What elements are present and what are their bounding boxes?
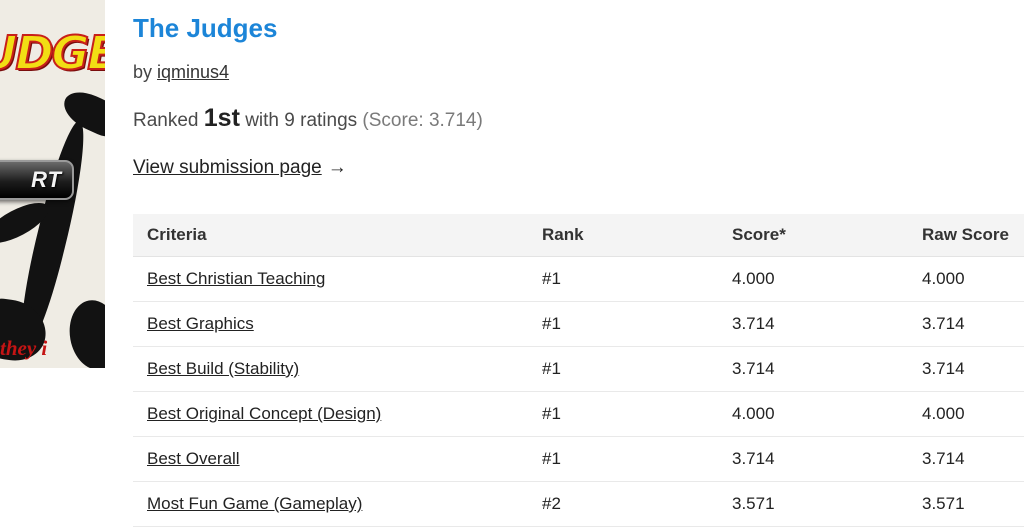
table-header-row: Criteria Rank Score* Raw Score	[133, 214, 1024, 257]
raw-score-cell: 4.000	[908, 391, 1024, 437]
table-row: Best Graphics #1 3.714 3.714	[133, 301, 1024, 347]
rank-value: 1st	[203, 104, 240, 132]
thumbnail-title-art: UDGE	[0, 25, 105, 81]
raw-score-cell: 3.714	[908, 301, 1024, 347]
arrow-right-icon: →	[327, 157, 347, 178]
ranked-line: Ranked 1st with 9 ratings (Score: 3.714)	[133, 104, 483, 133]
thumbnail-start-button-art: RT	[0, 160, 74, 200]
byline: by iqminus4	[133, 62, 229, 83]
results-table: Criteria Rank Score* Raw Score Best Chri…	[133, 214, 1024, 527]
rank-cell: #1	[528, 391, 718, 437]
ranked-prefix: Ranked	[133, 110, 204, 131]
raw-score-cell: 3.571	[908, 481, 1024, 527]
score-cell: 3.714	[718, 436, 908, 482]
header-rank: Rank	[528, 214, 718, 257]
score-cell: 3.714	[718, 301, 908, 347]
thumbnail-caption-art: they i	[0, 336, 48, 360]
score-note: (Score: 3.714)	[362, 110, 483, 131]
thumbnail-start-label: RT	[31, 167, 62, 192]
header-criteria: Criteria	[133, 214, 528, 257]
criteria-link[interactable]: Best Graphics	[147, 314, 254, 333]
criteria-link[interactable]: Most Fun Game (Gameplay)	[147, 494, 363, 513]
raw-score-cell: 3.714	[908, 346, 1024, 392]
rank-cell: #1	[528, 346, 718, 392]
view-submission-row: View submission page →	[133, 157, 347, 179]
criteria-link[interactable]: Best Christian Teaching	[147, 269, 326, 288]
criteria-link[interactable]: Best Overall	[147, 449, 240, 468]
table-row: Best Original Concept (Design) #1 4.000 …	[133, 391, 1024, 437]
game-thumbnail[interactable]: UDGE RT they i	[0, 0, 105, 368]
thumbnail-ink-stroke	[64, 296, 105, 368]
raw-score-cell: 4.000	[908, 256, 1024, 302]
view-submission-link[interactable]: View submission page	[133, 157, 322, 178]
score-cell: 3.714	[718, 346, 908, 392]
author-link[interactable]: iqminus4	[157, 62, 230, 82]
table-row: Best Build (Stability) #1 3.714 3.714	[133, 346, 1024, 392]
table-row: Most Fun Game (Gameplay) #2 3.571 3.571	[133, 481, 1024, 527]
rank-cell: #1	[528, 301, 718, 347]
criteria-link[interactable]: Best Original Concept (Design)	[147, 404, 382, 423]
ratings-text: with 9 ratings	[239, 110, 363, 131]
rank-cell: #1	[528, 436, 718, 482]
criteria-link[interactable]: Best Build (Stability)	[147, 359, 300, 378]
score-cell: 4.000	[718, 256, 908, 302]
header-score: Score*	[718, 214, 908, 257]
table-row: Best Christian Teaching #1 4.000 4.000	[133, 256, 1024, 302]
rank-cell: #1	[528, 256, 718, 302]
header-raw-score: Raw Score	[908, 214, 1024, 257]
table-row: Best Overall #1 3.714 3.714	[133, 436, 1024, 482]
raw-score-cell: 3.714	[908, 436, 1024, 482]
page-title: The Judges	[133, 13, 278, 43]
score-cell: 4.000	[718, 391, 908, 437]
score-cell: 3.571	[718, 481, 908, 527]
rank-cell: #2	[528, 481, 718, 527]
by-label: by	[133, 62, 158, 82]
